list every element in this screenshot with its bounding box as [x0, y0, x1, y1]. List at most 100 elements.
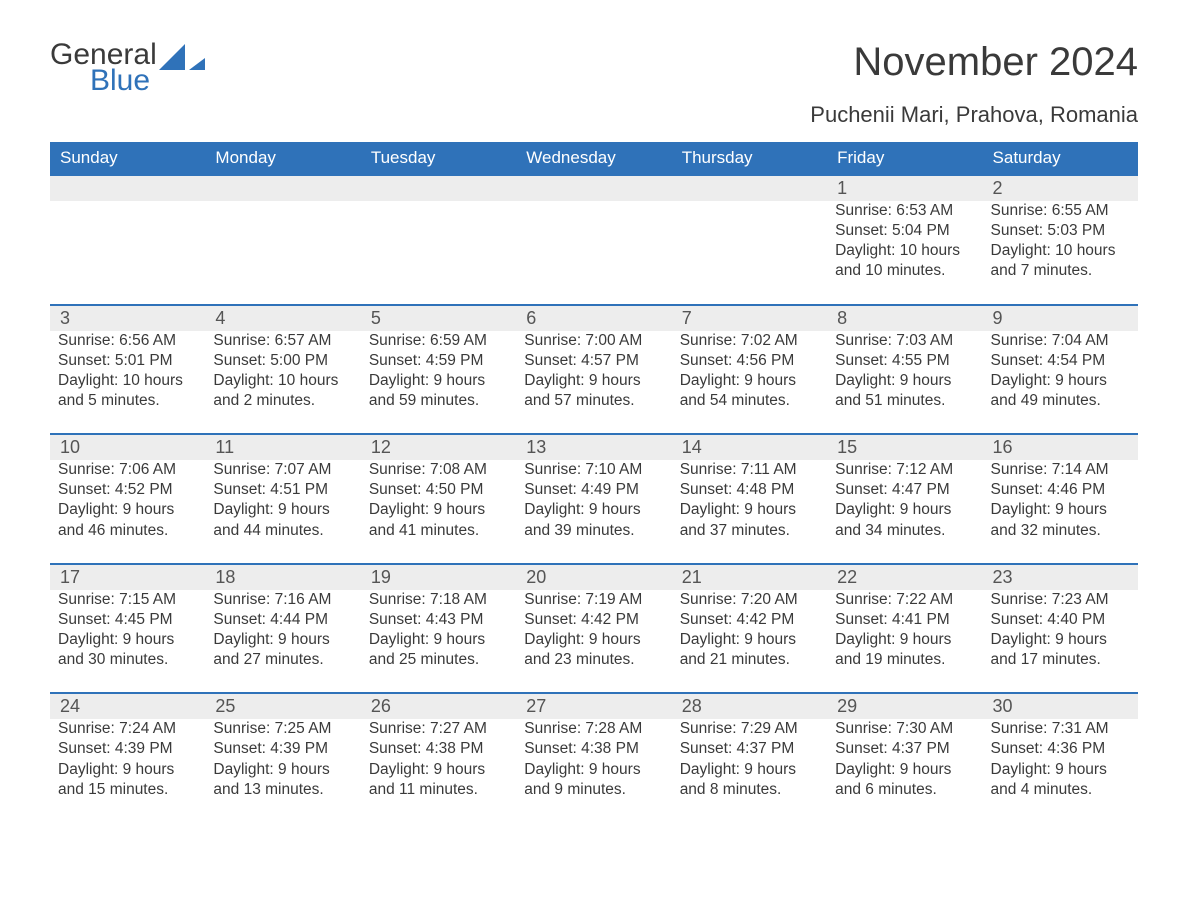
daynum-15: 15	[827, 434, 982, 460]
daynum-empty	[361, 175, 516, 201]
day-cell-17: Sunrise: 7:15 AMSunset: 4:45 PMDaylight:…	[50, 590, 205, 694]
daynum-6: 6	[516, 305, 671, 331]
day-2-sunrise: Sunrise: 6:55 AM	[991, 201, 1130, 221]
day-13-sunrise: Sunrise: 7:10 AM	[524, 460, 663, 480]
calendar-table: SundayMondayTuesdayWednesdayThursdayFrid…	[50, 142, 1138, 822]
day-cell-13: Sunrise: 7:10 AMSunset: 4:49 PMDaylight:…	[516, 460, 671, 564]
daynum-19: 19	[361, 564, 516, 590]
day-25-sunset: Sunset: 4:39 PM	[213, 739, 352, 759]
day-cell-16: Sunrise: 7:14 AMSunset: 4:46 PMDaylight:…	[983, 460, 1138, 564]
day-cell-28: Sunrise: 7:29 AMSunset: 4:37 PMDaylight:…	[672, 719, 827, 822]
day-cell-empty	[516, 201, 671, 305]
day-cell-27: Sunrise: 7:28 AMSunset: 4:38 PMDaylight:…	[516, 719, 671, 822]
daynum-21: 21	[672, 564, 827, 590]
daynum-empty	[516, 175, 671, 201]
day-cell-29: Sunrise: 7:30 AMSunset: 4:37 PMDaylight:…	[827, 719, 982, 822]
day-24-sunset: Sunset: 4:39 PM	[58, 739, 197, 759]
daynum-30: 30	[983, 693, 1138, 719]
daynum-2: 2	[983, 175, 1138, 201]
week-3-content-row: Sunrise: 7:15 AMSunset: 4:45 PMDaylight:…	[50, 590, 1138, 694]
day-10-day2: and 46 minutes.	[58, 521, 197, 541]
day-26-day2: and 11 minutes.	[369, 780, 508, 800]
day-cell-8: Sunrise: 7:03 AMSunset: 4:55 PMDaylight:…	[827, 331, 982, 435]
day-11-day1: Daylight: 9 hours	[213, 500, 352, 520]
day-cell-22: Sunrise: 7:22 AMSunset: 4:41 PMDaylight:…	[827, 590, 982, 694]
day-23-sunset: Sunset: 4:40 PM	[991, 610, 1130, 630]
day-19-sunset: Sunset: 4:43 PM	[369, 610, 508, 630]
week-3-daynum-row: 17181920212223	[50, 564, 1138, 590]
day-6-day1: Daylight: 9 hours	[524, 371, 663, 391]
day-13-day2: and 39 minutes.	[524, 521, 663, 541]
day-17-sunset: Sunset: 4:45 PM	[58, 610, 197, 630]
day-14-sunset: Sunset: 4:48 PM	[680, 480, 819, 500]
daynum-9: 9	[983, 305, 1138, 331]
day-cell-4: Sunrise: 6:57 AMSunset: 5:00 PMDaylight:…	[205, 331, 360, 435]
day-10-sunrise: Sunrise: 7:06 AM	[58, 460, 197, 480]
daynum-22: 22	[827, 564, 982, 590]
dayname-wednesday: Wednesday	[516, 142, 671, 175]
day-30-sunrise: Sunrise: 7:31 AM	[991, 719, 1130, 739]
day-24-day2: and 15 minutes.	[58, 780, 197, 800]
daynum-18: 18	[205, 564, 360, 590]
day-24-day1: Daylight: 9 hours	[58, 760, 197, 780]
day-19-sunrise: Sunrise: 7:18 AM	[369, 590, 508, 610]
day-13-sunset: Sunset: 4:49 PM	[524, 480, 663, 500]
day-5-sunrise: Sunrise: 6:59 AM	[369, 331, 508, 351]
day-9-day2: and 49 minutes.	[991, 391, 1130, 411]
day-30-day1: Daylight: 9 hours	[991, 760, 1130, 780]
day-26-sunset: Sunset: 4:38 PM	[369, 739, 508, 759]
day-19-day2: and 25 minutes.	[369, 650, 508, 670]
week-0-daynum-row: 12	[50, 175, 1138, 201]
day-3-sunrise: Sunrise: 6:56 AM	[58, 331, 197, 351]
day-cell-18: Sunrise: 7:16 AMSunset: 4:44 PMDaylight:…	[205, 590, 360, 694]
dayname-friday: Friday	[827, 142, 982, 175]
day-cell-26: Sunrise: 7:27 AMSunset: 4:38 PMDaylight:…	[361, 719, 516, 822]
day-22-day2: and 19 minutes.	[835, 650, 974, 670]
daynum-16: 16	[983, 434, 1138, 460]
day-cell-20: Sunrise: 7:19 AMSunset: 4:42 PMDaylight:…	[516, 590, 671, 694]
day-cell-12: Sunrise: 7:08 AMSunset: 4:50 PMDaylight:…	[361, 460, 516, 564]
week-2-content-row: Sunrise: 7:06 AMSunset: 4:52 PM Daylight:…	[50, 460, 1138, 564]
day-26-day1: Daylight: 9 hours	[369, 760, 508, 780]
daynum-29: 29	[827, 693, 982, 719]
day-cell-15: Sunrise: 7:12 AMSunset: 4:47 PMDaylight:…	[827, 460, 982, 564]
logo: General Blue	[50, 40, 205, 96]
daynum-25: 25	[205, 693, 360, 719]
day-16-sunrise: Sunrise: 7:14 AM	[991, 460, 1130, 480]
week-4-content-row: Sunrise: 7:24 AMSunset: 4:39 PMDaylight:…	[50, 719, 1138, 822]
day-18-day1: Daylight: 9 hours	[213, 630, 352, 650]
day-20-day1: Daylight: 9 hours	[524, 630, 663, 650]
day-cell-3: Sunrise: 6:56 AMSunset: 5:01 PMDaylight:…	[50, 331, 205, 435]
daynum-23: 23	[983, 564, 1138, 590]
day-2-day2: and 7 minutes.	[991, 261, 1130, 281]
day-14-day2: and 37 minutes.	[680, 521, 819, 541]
day-cell-6: Sunrise: 7:00 AMSunset: 4:57 PMDaylight:…	[516, 331, 671, 435]
day-11-sunrise: Sunrise: 7:07 AM	[213, 460, 352, 480]
day-10-sunset: Sunset: 4:52 PM	[58, 480, 197, 500]
day-11-day2: and 44 minutes.	[213, 521, 352, 541]
day-18-sunrise: Sunrise: 7:16 AM	[213, 590, 352, 610]
day-6-day2: and 57 minutes.	[524, 391, 663, 411]
daynum-11: 11	[205, 434, 360, 460]
daynum-26: 26	[361, 693, 516, 719]
day-17-day2: and 30 minutes.	[58, 650, 197, 670]
day-21-day2: and 21 minutes.	[680, 650, 819, 670]
day-3-day2: and 5 minutes.	[58, 391, 197, 411]
day-29-day2: and 6 minutes.	[835, 780, 974, 800]
day-4-day1: Daylight: 10 hours	[213, 371, 352, 391]
day-1-day1: Daylight: 10 hours	[835, 241, 974, 261]
day-cell-5: Sunrise: 6:59 AMSunset: 4:59 PMDaylight:…	[361, 331, 516, 435]
daynum-27: 27	[516, 693, 671, 719]
day-22-day1: Daylight: 9 hours	[835, 630, 974, 650]
daynum-5: 5	[361, 305, 516, 331]
week-4-daynum-row: 24252627282930	[50, 693, 1138, 719]
day-5-sunset: Sunset: 4:59 PM	[369, 351, 508, 371]
day-27-sunrise: Sunrise: 7:28 AM	[524, 719, 663, 739]
dayname-tuesday: Tuesday	[361, 142, 516, 175]
day-cell-2: Sunrise: 6:55 AMSunset: 5:03 PMDaylight:…	[983, 201, 1138, 305]
day-11-sunset: Sunset: 4:51 PM	[213, 480, 352, 500]
day-7-day1: Daylight: 9 hours	[680, 371, 819, 391]
day-2-day1: Daylight: 10 hours	[991, 241, 1130, 261]
day-7-sunrise: Sunrise: 7:02 AM	[680, 331, 819, 351]
day-15-sunset: Sunset: 4:47 PM	[835, 480, 974, 500]
